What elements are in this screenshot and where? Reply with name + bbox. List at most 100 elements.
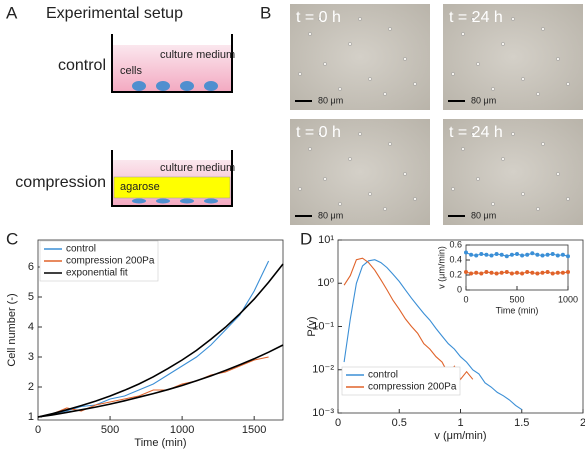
marker xyxy=(550,271,555,276)
cell-spot xyxy=(491,87,495,91)
cell-spot xyxy=(501,42,505,46)
cell-spot xyxy=(348,42,352,46)
marker xyxy=(509,252,514,257)
cell-spot xyxy=(383,92,387,96)
cell-spot xyxy=(521,192,525,196)
marker xyxy=(489,253,494,258)
cell-spot xyxy=(388,27,392,31)
x-tick-label: 500 xyxy=(101,424,119,436)
legend-label: compression 200Pa xyxy=(368,382,457,393)
series-line xyxy=(37,260,270,418)
marker xyxy=(464,270,468,274)
series-line xyxy=(37,263,284,418)
marker xyxy=(499,252,504,257)
cell-spot xyxy=(566,82,570,86)
cell-spot xyxy=(403,57,407,61)
micrograph xyxy=(290,119,430,225)
label: culture medium xyxy=(160,162,235,174)
marker xyxy=(520,253,525,258)
cell-spot xyxy=(338,87,342,91)
x-axis-label: Time (min) xyxy=(496,305,539,315)
marker xyxy=(535,252,540,257)
cell-spot xyxy=(348,157,352,161)
cell-spot xyxy=(521,77,525,81)
marker xyxy=(494,271,499,276)
scale-label: 80 μm xyxy=(471,210,496,220)
y-axis-label: v (μm/min) xyxy=(436,246,446,289)
micrograph xyxy=(443,119,583,225)
marker xyxy=(545,270,550,274)
cell-spot xyxy=(556,57,560,61)
x-tick-label: 1.5 xyxy=(514,417,529,429)
marker xyxy=(566,254,570,259)
x-axis-label: Time (min) xyxy=(134,437,186,449)
marker xyxy=(530,251,535,256)
cell-spot xyxy=(298,187,302,191)
legend-label: compression 200Pa xyxy=(66,256,155,267)
cell-spot xyxy=(536,92,540,96)
y-tick-label: 5 xyxy=(28,291,34,303)
y-tick-label: 10⁻¹ xyxy=(312,320,334,332)
x-tick-label: 1000 xyxy=(170,424,194,436)
marker xyxy=(525,252,530,257)
marker xyxy=(566,270,570,274)
cell-spot xyxy=(323,62,327,66)
marker xyxy=(525,270,530,274)
marker xyxy=(479,252,484,256)
cell-spot xyxy=(323,177,327,181)
marker xyxy=(489,270,494,275)
y-tick-label: 1 xyxy=(28,411,34,423)
scale-label: 80 μm xyxy=(471,95,496,105)
cell-spot xyxy=(511,17,515,21)
x-tick-label: 1500 xyxy=(242,424,266,436)
marker xyxy=(504,254,509,259)
series-line xyxy=(343,259,523,411)
cell-spot xyxy=(308,147,312,151)
cell-spot xyxy=(318,17,322,21)
x-tick-label: 0 xyxy=(35,424,41,436)
cell-spot xyxy=(451,72,455,76)
time-label: t = 0 h xyxy=(296,124,341,141)
x-tick-label: 0 xyxy=(463,294,468,304)
marker xyxy=(515,270,519,275)
marker xyxy=(540,270,545,275)
y-axis-label: Cell number (-) xyxy=(6,293,18,366)
x-tick-label: 500 xyxy=(509,294,524,304)
cell-spot xyxy=(413,197,417,201)
marker xyxy=(469,271,474,276)
x-tick-label: 0 xyxy=(335,417,341,429)
marker xyxy=(540,253,545,258)
legend-label: control xyxy=(66,244,96,255)
legend-box xyxy=(341,366,461,396)
cell-spot xyxy=(358,17,362,21)
dish xyxy=(111,150,233,207)
dish xyxy=(111,34,233,93)
time-label: t = 24 h xyxy=(449,9,503,26)
cell-spot xyxy=(461,32,465,36)
series-line xyxy=(37,344,284,418)
cell-spot xyxy=(476,62,480,66)
label: agarose xyxy=(120,181,160,193)
cell-spot xyxy=(471,132,475,136)
time-label: t = 24 h xyxy=(449,124,503,141)
cell-spot xyxy=(491,202,495,206)
marker xyxy=(535,271,540,276)
marker xyxy=(550,252,555,256)
y-tick-label: 0.6 xyxy=(449,239,462,249)
time-label: t = 0 h xyxy=(296,9,341,26)
marker xyxy=(545,252,550,257)
marker xyxy=(469,252,474,257)
legend-label: control xyxy=(368,370,398,381)
plot-frame xyxy=(465,244,569,291)
y-tick-label: 10⁰ xyxy=(317,277,334,289)
cell-spot xyxy=(413,82,417,86)
scale-label: 80 μm xyxy=(318,95,343,105)
y-tick-label: 0.2 xyxy=(449,269,462,279)
cell-spot xyxy=(388,142,392,146)
plot-frame xyxy=(37,239,284,421)
label: control xyxy=(58,57,106,74)
y-axis-label: P(v) xyxy=(306,316,318,336)
x-axis-label: v (μm/min) xyxy=(434,430,486,442)
y-tick-label: 3 xyxy=(28,351,34,363)
